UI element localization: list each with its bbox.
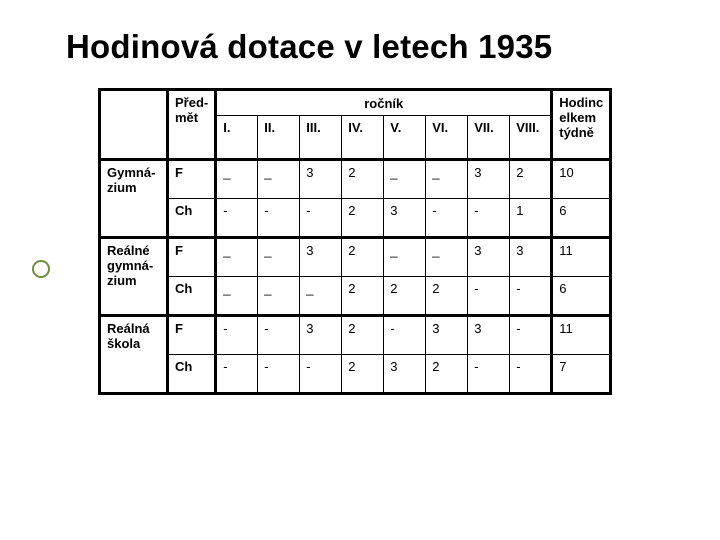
data-cell: 3 (300, 160, 342, 199)
data-cell: _ (384, 238, 426, 277)
data-cell: 2 (342, 355, 384, 394)
data-cell: _ (258, 277, 300, 316)
col-year: IV. (342, 115, 384, 159)
data-cell: - (510, 355, 552, 394)
data-cell: - (216, 355, 258, 394)
data-cell: 2 (342, 199, 384, 238)
data-cell: 3 (468, 316, 510, 355)
data-cell: - (258, 355, 300, 394)
data-cell: - (300, 355, 342, 394)
data-cell: 2 (342, 316, 384, 355)
data-cell: _ (426, 238, 468, 277)
data-cell: 3 (426, 316, 468, 355)
data-cell: 2 (426, 277, 468, 316)
data-cell: - (468, 355, 510, 394)
data-cell: - (300, 199, 342, 238)
page-title: Hodinová dotace v letech 1935 (66, 28, 672, 66)
bullet-ring-icon (32, 260, 50, 278)
subject-cell: Ch (168, 199, 216, 238)
slide: Hodinová dotace v letech 1935 Před-mětro… (0, 0, 720, 540)
subject-cell: Ch (168, 277, 216, 316)
subject-cell: Ch (168, 355, 216, 394)
col-year: III. (300, 115, 342, 159)
data-cell: 3 (510, 238, 552, 277)
table-corner-blank (100, 90, 168, 160)
data-cell: 2 (384, 277, 426, 316)
col-year: II. (258, 115, 300, 159)
data-cell: _ (258, 238, 300, 277)
data-cell: 3 (300, 238, 342, 277)
data-cell: 2 (342, 238, 384, 277)
data-cell: - (258, 199, 300, 238)
table-container: Před-mětročníkHodincelkemtýdně I.II.III.I… (98, 88, 672, 395)
data-cell: - (216, 316, 258, 355)
table-head: Před-mětročníkHodincelkemtýdně I.II.III.I… (100, 90, 611, 160)
data-cell: - (510, 316, 552, 355)
data-cell: 1 (510, 199, 552, 238)
data-cell: _ (216, 238, 258, 277)
subject-cell: F (168, 238, 216, 277)
total-cell: 6 (552, 199, 611, 238)
data-cell: 2 (510, 160, 552, 199)
data-cell: 3 (468, 238, 510, 277)
data-cell: _ (300, 277, 342, 316)
data-cell: _ (216, 277, 258, 316)
col-predmet: Před-mět (168, 90, 216, 160)
table-body: Gymná-ziumF__32__3210Ch---23--16Reálnégy… (100, 160, 611, 394)
school-name: Reálnáškola (100, 316, 168, 394)
col-rocnik: ročník (216, 90, 552, 116)
data-cell: - (510, 277, 552, 316)
data-cell: _ (216, 160, 258, 199)
data-cell: 2 (426, 355, 468, 394)
col-year: V. (384, 115, 426, 159)
data-cell: 2 (342, 277, 384, 316)
school-name: Gymná-zium (100, 160, 168, 238)
data-cell: 2 (342, 160, 384, 199)
data-cell: - (258, 316, 300, 355)
subject-cell: F (168, 160, 216, 199)
total-cell: 7 (552, 355, 611, 394)
school-name: Reálnégymná-zium (100, 238, 168, 316)
col-year: I. (216, 115, 258, 159)
subject-cell: F (168, 316, 216, 355)
total-cell: 10 (552, 160, 611, 199)
data-cell: - (216, 199, 258, 238)
data-cell: _ (384, 160, 426, 199)
col-year: VIII. (510, 115, 552, 159)
data-cell: 3 (300, 316, 342, 355)
col-total: Hodincelkemtýdně (552, 90, 611, 160)
total-cell: 11 (552, 238, 611, 277)
data-cell: 3 (468, 160, 510, 199)
data-cell: _ (426, 160, 468, 199)
hours-table: Před-mětročníkHodincelkemtýdně I.II.III.I… (98, 88, 612, 395)
total-cell: 11 (552, 316, 611, 355)
data-cell: 3 (384, 199, 426, 238)
total-cell: 6 (552, 277, 611, 316)
data-cell: - (384, 316, 426, 355)
col-year: VII. (468, 115, 510, 159)
data-cell: - (426, 199, 468, 238)
data-cell: - (468, 277, 510, 316)
data-cell: 3 (384, 355, 426, 394)
data-cell: _ (258, 160, 300, 199)
col-year: VI. (426, 115, 468, 159)
data-cell: - (468, 199, 510, 238)
